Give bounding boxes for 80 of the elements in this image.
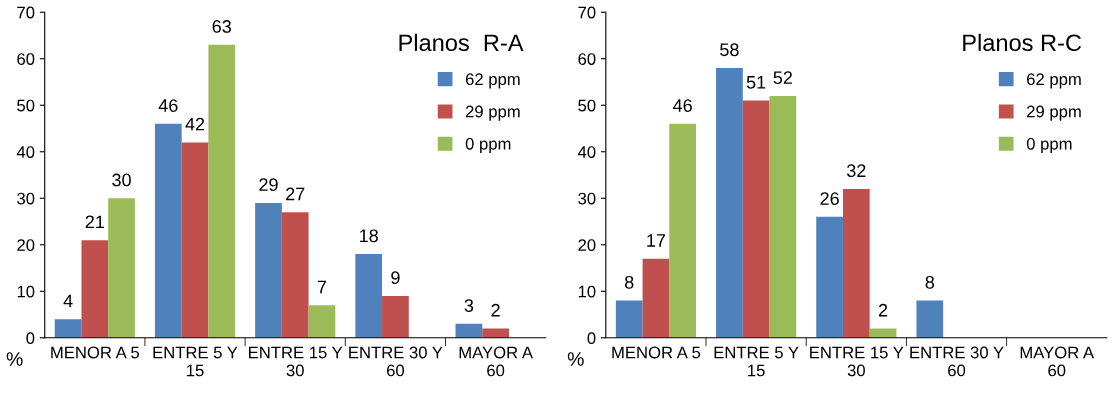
- data-label: 29: [259, 178, 278, 192]
- bar: [308, 305, 336, 338]
- bar: [181, 142, 209, 338]
- y-tick-label: 70: [578, 6, 596, 19]
- data-label: 52: [773, 71, 792, 85]
- y-axis-title: %: [567, 352, 584, 366]
- data-label: 58: [720, 43, 739, 57]
- y-tick-label: 50: [17, 99, 35, 112]
- legend-label: 29 ppm: [1027, 105, 1081, 121]
- bar: [742, 100, 770, 338]
- y-tick-label: 60: [578, 53, 596, 65]
- data-label: 46: [673, 99, 692, 112]
- data-label: 27: [286, 187, 305, 201]
- data-label: 9: [391, 271, 400, 285]
- bar: [281, 212, 309, 338]
- legend-label: 0 ppm: [1026, 137, 1072, 153]
- bar: [769, 95, 797, 338]
- x-tick-label: ENTRE 5 Y 15: [153, 346, 238, 377]
- bar: [108, 198, 135, 338]
- x-tick-label: ENTRE 30 Y 60: [349, 346, 443, 377]
- data-label: 21: [85, 215, 104, 229]
- data-label: 42: [185, 117, 205, 131]
- text: Planos R-A: [399, 33, 524, 52]
- data-label: 8: [925, 275, 935, 289]
- y-tick-label: 0: [26, 332, 35, 345]
- data-label: 4: [63, 294, 73, 308]
- bar: [81, 240, 109, 338]
- x-tick-label: MAYOR A 60: [459, 346, 533, 377]
- x-tick-label: ENTRE 15 Y 30: [249, 346, 343, 377]
- bar: [208, 44, 236, 338]
- bar: [615, 300, 643, 338]
- y-tick-label: 30: [17, 192, 35, 205]
- legend-label: 62 ppm: [1027, 73, 1081, 89]
- data-label: 30: [112, 173, 131, 187]
- y-tick-label: 10: [17, 285, 35, 298]
- y-tick-label: 50: [578, 99, 596, 112]
- x-tick-label: ENTRE 5 Y 15: [714, 346, 799, 377]
- bar: [54, 319, 82, 338]
- bar: [716, 68, 743, 338]
- y-tick-label: 30: [578, 192, 596, 205]
- bar: [916, 300, 944, 338]
- y-tick-label: 20: [17, 239, 35, 251]
- y-tick-label: 40: [577, 146, 596, 158]
- y-tick-label: 10: [578, 285, 596, 298]
- bar: [455, 323, 483, 338]
- data-label: 3: [464, 299, 474, 312]
- data-label: 2: [491, 303, 500, 317]
- bar: [355, 254, 383, 338]
- y-tick-label: 40: [16, 146, 35, 158]
- y-tick-label: 70: [17, 6, 35, 19]
- x-tick-label: MAYOR A 60: [1020, 346, 1095, 377]
- data-label: 26: [820, 192, 839, 205]
- bar: [255, 202, 282, 338]
- y-tick-label: 60: [17, 53, 35, 65]
- bar: [669, 123, 697, 338]
- y-axis-title: %: [6, 352, 23, 366]
- bar: [382, 295, 409, 338]
- text: Planos R-C: [963, 33, 1082, 52]
- data-label: 7: [317, 280, 327, 294]
- data-label: 18: [360, 229, 378, 243]
- x-tick-label: ENTRE 30 Y 60: [910, 346, 1004, 377]
- y-tick-label: 0: [587, 332, 596, 345]
- bar: [842, 188, 870, 338]
- bar: [816, 216, 843, 338]
- legend-label: 62 ppm: [465, 73, 520, 89]
- bar: [154, 123, 182, 338]
- data-label: 32: [846, 164, 866, 178]
- data-label: 63: [212, 20, 231, 33]
- data-label: 2: [878, 303, 888, 317]
- legend-label: 29 ppm: [465, 105, 520, 121]
- y-tick-label: 20: [578, 239, 596, 251]
- data-label: 51: [746, 76, 766, 89]
- data-label: 8: [624, 275, 634, 289]
- legend-label: 0 ppm: [465, 137, 511, 153]
- x-tick-label: ENTRE 15 Y 30: [810, 346, 904, 377]
- x-tick-label: MENOR A 5: [612, 346, 701, 359]
- x-tick-label: MENOR A 5: [51, 346, 140, 359]
- data-label: 17: [647, 234, 666, 247]
- bar: [642, 258, 670, 338]
- data-label: 46: [158, 99, 178, 112]
